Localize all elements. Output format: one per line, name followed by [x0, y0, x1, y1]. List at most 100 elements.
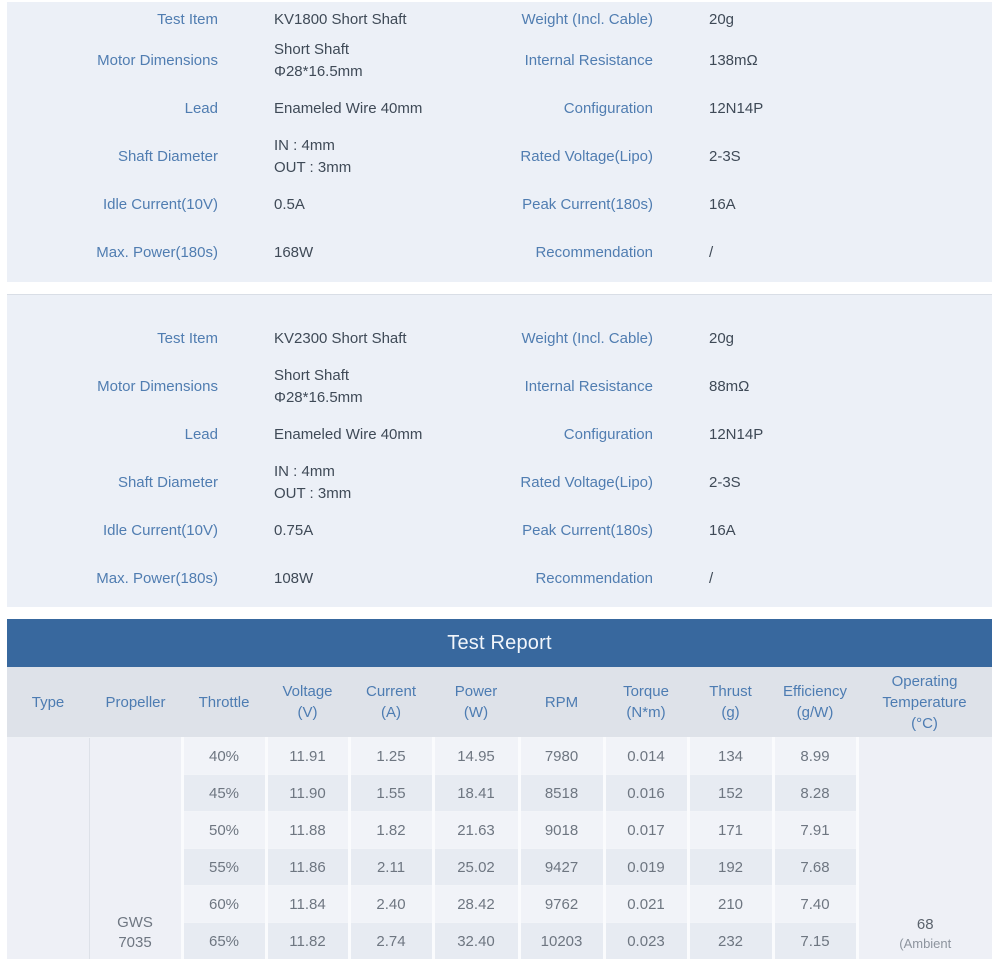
data-cell: 8518: [519, 775, 604, 812]
column-header-voltage: Voltage(V): [266, 667, 349, 738]
data-cell: 9018: [519, 812, 604, 849]
data-cell: 0.023: [604, 923, 688, 959]
throttle-cell: 45%: [182, 775, 266, 812]
data-cell: 1.82: [349, 812, 433, 849]
spec-row: Test Item KV1800 Short Shaft Weight (Inc…: [7, 2, 992, 37]
spec-label: Max. Power(180s): [7, 568, 218, 590]
spec-row: Idle Current(10V) 0.75A Peak Current(180…: [7, 507, 992, 555]
spec-value: 12N14P: [653, 98, 992, 120]
spec-label: Configuration: [463, 424, 653, 446]
spec-label: Configuration: [463, 98, 653, 120]
data-cell: 11.88: [266, 812, 349, 849]
spec-label: Motor Dimensions: [7, 50, 218, 72]
spec-value: 2-3S: [653, 146, 992, 168]
spec-value: 88mΩ: [653, 376, 992, 398]
data-cell: 11.90: [266, 775, 349, 812]
spec-row: Lead Enameled Wire 40mm Configuration 12…: [7, 85, 992, 133]
spec-value: 138mΩ: [653, 50, 992, 72]
spec-label: Lead: [7, 98, 218, 120]
spec-value: 20g: [653, 328, 992, 350]
spec-row: Max. Power(180s) 108W Recommendation /: [7, 555, 992, 603]
spec-value: 0.75A: [218, 520, 463, 542]
data-cell: 1.55: [349, 775, 433, 812]
column-header-type: Type: [7, 667, 89, 738]
data-cell: 2.11: [349, 849, 433, 886]
spec-label: Recommendation: [463, 568, 653, 590]
data-cell: 9762: [519, 886, 604, 923]
spec-table-kv2300: Test Item KV2300 Short Shaft Weight (Inc…: [7, 294, 992, 607]
spec-value: 12N14P: [653, 424, 992, 446]
data-cell: 7.15: [773, 923, 857, 959]
data-cell: 232: [688, 923, 773, 959]
data-cell: 11.84: [266, 886, 349, 923]
throttle-cell: 50%: [182, 812, 266, 849]
spec-label: Rated Voltage(Lipo): [463, 146, 653, 168]
data-cell: 2.40: [349, 886, 433, 923]
column-header-current: Current(A): [349, 667, 433, 738]
spec-label: Test Item: [7, 328, 218, 350]
test-report-title-bar: Test Report: [7, 619, 992, 667]
data-cell: 28.42: [433, 886, 519, 923]
data-cell: 2.74: [349, 923, 433, 959]
spec-label: Idle Current(10V): [7, 520, 218, 542]
spec-value: KV1800 Short Shaft: [218, 9, 463, 31]
spec-label: Recommendation: [463, 242, 653, 264]
spec-value: Enameled Wire 40mm: [218, 424, 463, 446]
spec-value: 168W: [218, 242, 463, 264]
data-cell: 25.02: [433, 849, 519, 886]
throttle-cell: 65%: [182, 923, 266, 959]
test-report-title: Test Report: [447, 632, 551, 655]
data-cell: 18.41: [433, 775, 519, 812]
spec-label: Weight (Incl. Cable): [463, 328, 653, 350]
data-cell: 171: [688, 812, 773, 849]
data-cell: 192: [688, 849, 773, 886]
spec-value: Enameled Wire 40mm: [218, 98, 463, 120]
data-cell: 11.82: [266, 923, 349, 959]
spec-value: 16A: [653, 194, 992, 216]
data-cell: 134: [688, 738, 773, 775]
spec-label: Rated Voltage(Lipo): [463, 472, 653, 494]
spec-label: Shaft Diameter: [7, 472, 218, 494]
data-cell: 0.021: [604, 886, 688, 923]
spec-value: /: [653, 242, 992, 264]
spec-value: 20g: [653, 9, 992, 31]
spec-table-kv1800: Test Item KV1800 Short Shaft Weight (Inc…: [7, 2, 992, 282]
spec-row: Test Item KV2300 Short Shaft Weight (Inc…: [7, 315, 992, 363]
data-cell: 152: [688, 775, 773, 812]
data-cell: 10203: [519, 923, 604, 959]
throttle-cell: 40%: [182, 738, 266, 775]
data-cell: 0.016: [604, 775, 688, 812]
data-cell: 11.86: [266, 849, 349, 886]
column-header-torque: Torque(N*m): [604, 667, 688, 738]
report-header-row: Type Propeller Throttle Voltage(V) Curre…: [7, 667, 992, 738]
spec-label: Test Item: [7, 9, 218, 31]
throttle-cell: 55%: [182, 849, 266, 886]
data-cell: 8.99: [773, 738, 857, 775]
data-cell: 0.014: [604, 738, 688, 775]
spec-value: 2-3S: [653, 472, 992, 494]
data-cell: 14.95: [433, 738, 519, 775]
data-cell: 7.91: [773, 812, 857, 849]
data-cell: 32.40: [433, 923, 519, 959]
throttle-cell: 60%: [182, 886, 266, 923]
spec-label: Shaft Diameter: [7, 146, 218, 168]
data-cell: 0.019: [604, 849, 688, 886]
spec-label: Peak Current(180s): [463, 520, 653, 542]
spec-label: Motor Dimensions: [7, 376, 218, 398]
spec-value: KV2300 Short Shaft: [218, 328, 463, 350]
test-report-table: Type Propeller Throttle Voltage(V) Curre…: [7, 667, 992, 959]
spec-label: Lead: [7, 424, 218, 446]
column-header-thrust: Thrust(g): [688, 667, 773, 738]
spec-value: 16A: [653, 520, 992, 542]
spec-value: /: [653, 568, 992, 590]
data-cell: 210: [688, 886, 773, 923]
data-cell: 21.63: [433, 812, 519, 849]
